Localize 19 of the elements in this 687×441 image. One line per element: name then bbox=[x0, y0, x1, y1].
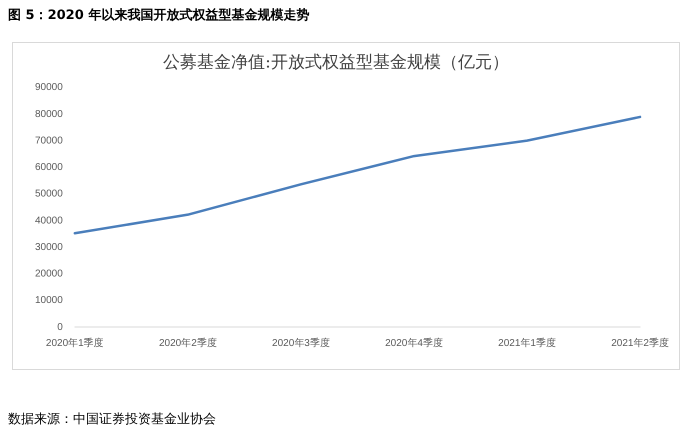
y-tick-label: 70000 bbox=[34, 135, 64, 146]
y-tick-label: 40000 bbox=[34, 215, 64, 226]
x-tick-label: 2020年1季度 bbox=[46, 336, 104, 349]
y-tick-label: 80000 bbox=[34, 108, 64, 120]
source-note: 数据来源：中国证券投资基金业协会 bbox=[8, 411, 216, 428]
y-tick-label: 0 bbox=[57, 322, 64, 333]
x-tick-label: 2021年2季度 bbox=[611, 336, 669, 349]
x-tick-label: 2020年2季度 bbox=[158, 336, 217, 349]
x-tick-label: 2020年4季度 bbox=[385, 336, 443, 349]
chart-subtitle: 公募基金净值:开放式权益型基金规模（亿元） bbox=[163, 52, 509, 73]
x-tick-label: 2020年3季度 bbox=[272, 336, 330, 349]
y-tick-label: 30000 bbox=[34, 242, 64, 253]
y-tick-label: 90000 bbox=[34, 82, 64, 94]
x-tick-label: 2021年1季度 bbox=[498, 336, 556, 349]
chart-title: 图 5：2020 年以来我国开放式权益型基金规模走势 bbox=[8, 7, 310, 24]
y-tick-label: 10000 bbox=[34, 295, 64, 306]
y-tick-label: 60000 bbox=[34, 162, 64, 174]
y-tick-label: 50000 bbox=[34, 188, 64, 200]
y-tick-label: 20000 bbox=[34, 268, 64, 280]
